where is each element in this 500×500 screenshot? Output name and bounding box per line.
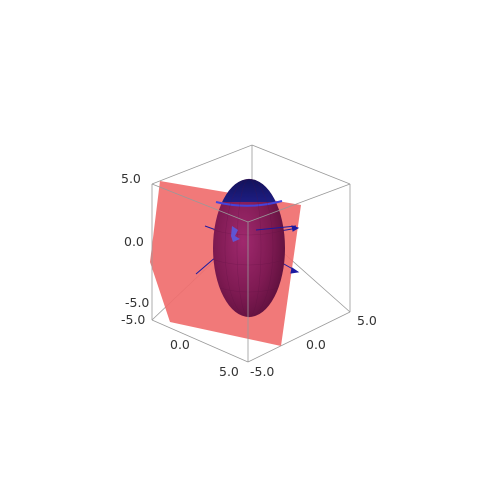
box-bottom-right <box>247 311 351 363</box>
y-tick-label: 5.0 <box>357 313 377 328</box>
box-back-edges <box>151 144 351 185</box>
z-tick-label: -5.0 <box>125 295 149 310</box>
ellipsoid-top-cap <box>222 179 276 202</box>
y-tick-label: -5.0 <box>250 364 274 379</box>
z-tick-label: 0.0 <box>124 234 144 249</box>
x-tick-label: -5.0 <box>121 312 145 327</box>
bounding-box-front <box>151 183 351 363</box>
x-tick-label: 0.0 <box>170 337 190 352</box>
ellipsoid-highlight <box>231 226 240 242</box>
box-top-left <box>151 183 249 223</box>
z-tick-label: 5.0 <box>121 171 141 186</box>
ellipsoid-cap-rim <box>215 200 283 207</box>
ellipsoid-mesh <box>212 178 286 318</box>
x-tick-label: 5.0 <box>219 364 239 379</box>
y-tick-label: 0.0 <box>306 337 326 352</box>
axis-tick-labels: 5.0 0.0 -5.0 -5.0 0.0 5.0 -5.0 0.0 5.0 <box>121 171 377 379</box>
arrow-head <box>291 225 300 232</box>
box-top-right <box>247 183 351 223</box>
box-bottom-left <box>151 319 249 363</box>
vector-arrow-front <box>255 225 297 231</box>
ellipsoid-surface <box>212 178 286 318</box>
arrow-head <box>290 267 300 274</box>
ellipsoid-body <box>213 179 285 317</box>
